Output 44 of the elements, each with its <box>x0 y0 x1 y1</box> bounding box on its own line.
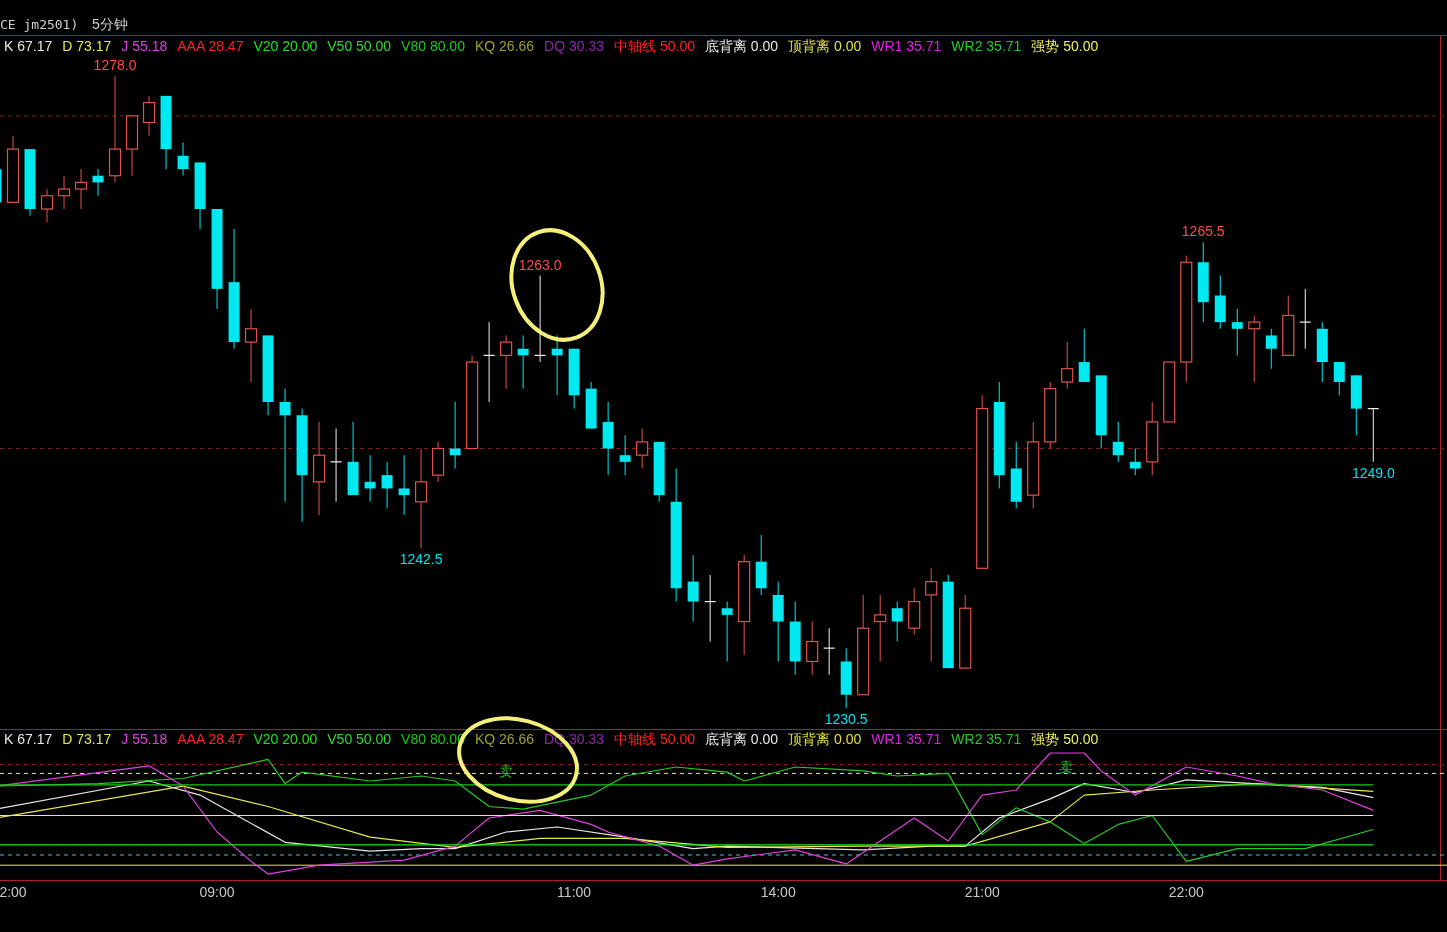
text: KQ 26.66 <box>474 731 535 747</box>
x-tick-label: 11:00 <box>557 884 592 900</box>
text: V80 80.00 <box>401 38 465 54</box>
text: 1263.0 <box>518 256 562 273</box>
annotation: 卖 <box>1059 759 1073 775</box>
series-label: J 55.18 <box>121 731 168 747</box>
text: 底背离 0.00 <box>704 731 779 747</box>
text: AAA 28.47 <box>177 731 244 747</box>
text: V50 50.00 <box>327 38 392 54</box>
text: 顶背离 0.00 <box>788 731 862 747</box>
text: WR1 35.71 <box>871 731 942 747</box>
text: V20 20.00 <box>253 731 318 747</box>
text: V50 50.00 <box>327 731 392 747</box>
text: WR2 35.71 <box>951 38 1022 54</box>
text: 强势 50.00 <box>1031 38 1099 54</box>
text: AAA 28.47 <box>177 38 244 54</box>
x-tick-label: 14:00 <box>760 884 796 900</box>
chart-subtitle: 5分钟 <box>92 16 128 32</box>
text: K 67.17 <box>4 38 53 54</box>
annotation: 卖 <box>499 763 513 779</box>
text: DQ 30.33 <box>544 38 605 54</box>
text: 底背离 0.00 <box>704 38 779 54</box>
x-tick-label: 09:00 <box>199 884 235 900</box>
text: 顶背离 0.00 <box>788 38 862 54</box>
text: 中轴线 50.00 <box>614 38 695 54</box>
x-tick-label: 2:00 <box>0 884 27 900</box>
text: 强势 50.00 <box>1031 731 1099 747</box>
x-tick-label: 22:00 <box>1168 884 1204 900</box>
text: J 55.18 <box>121 38 168 54</box>
text: 1278.0 <box>93 56 137 73</box>
text: D 73.17 <box>62 38 112 54</box>
chart-title: CE jm2501) <box>0 17 79 32</box>
text: D 73.17 <box>62 731 112 747</box>
series-label: WR2 35.71 <box>951 731 1022 747</box>
text: KQ 26.66 <box>474 38 535 54</box>
text: 1242.5 <box>399 551 443 568</box>
text: 1265.5 <box>1181 223 1225 240</box>
x-tick-label: 21:00 <box>964 884 1000 900</box>
text: K 67.17 <box>4 731 53 747</box>
text: 中轴线 50.00 <box>614 731 696 747</box>
text: 1230.5 <box>824 711 868 728</box>
text: 1249.0 <box>1351 464 1395 481</box>
text: V20 20.00 <box>253 38 318 54</box>
text: WR1 35.71 <box>871 38 942 54</box>
